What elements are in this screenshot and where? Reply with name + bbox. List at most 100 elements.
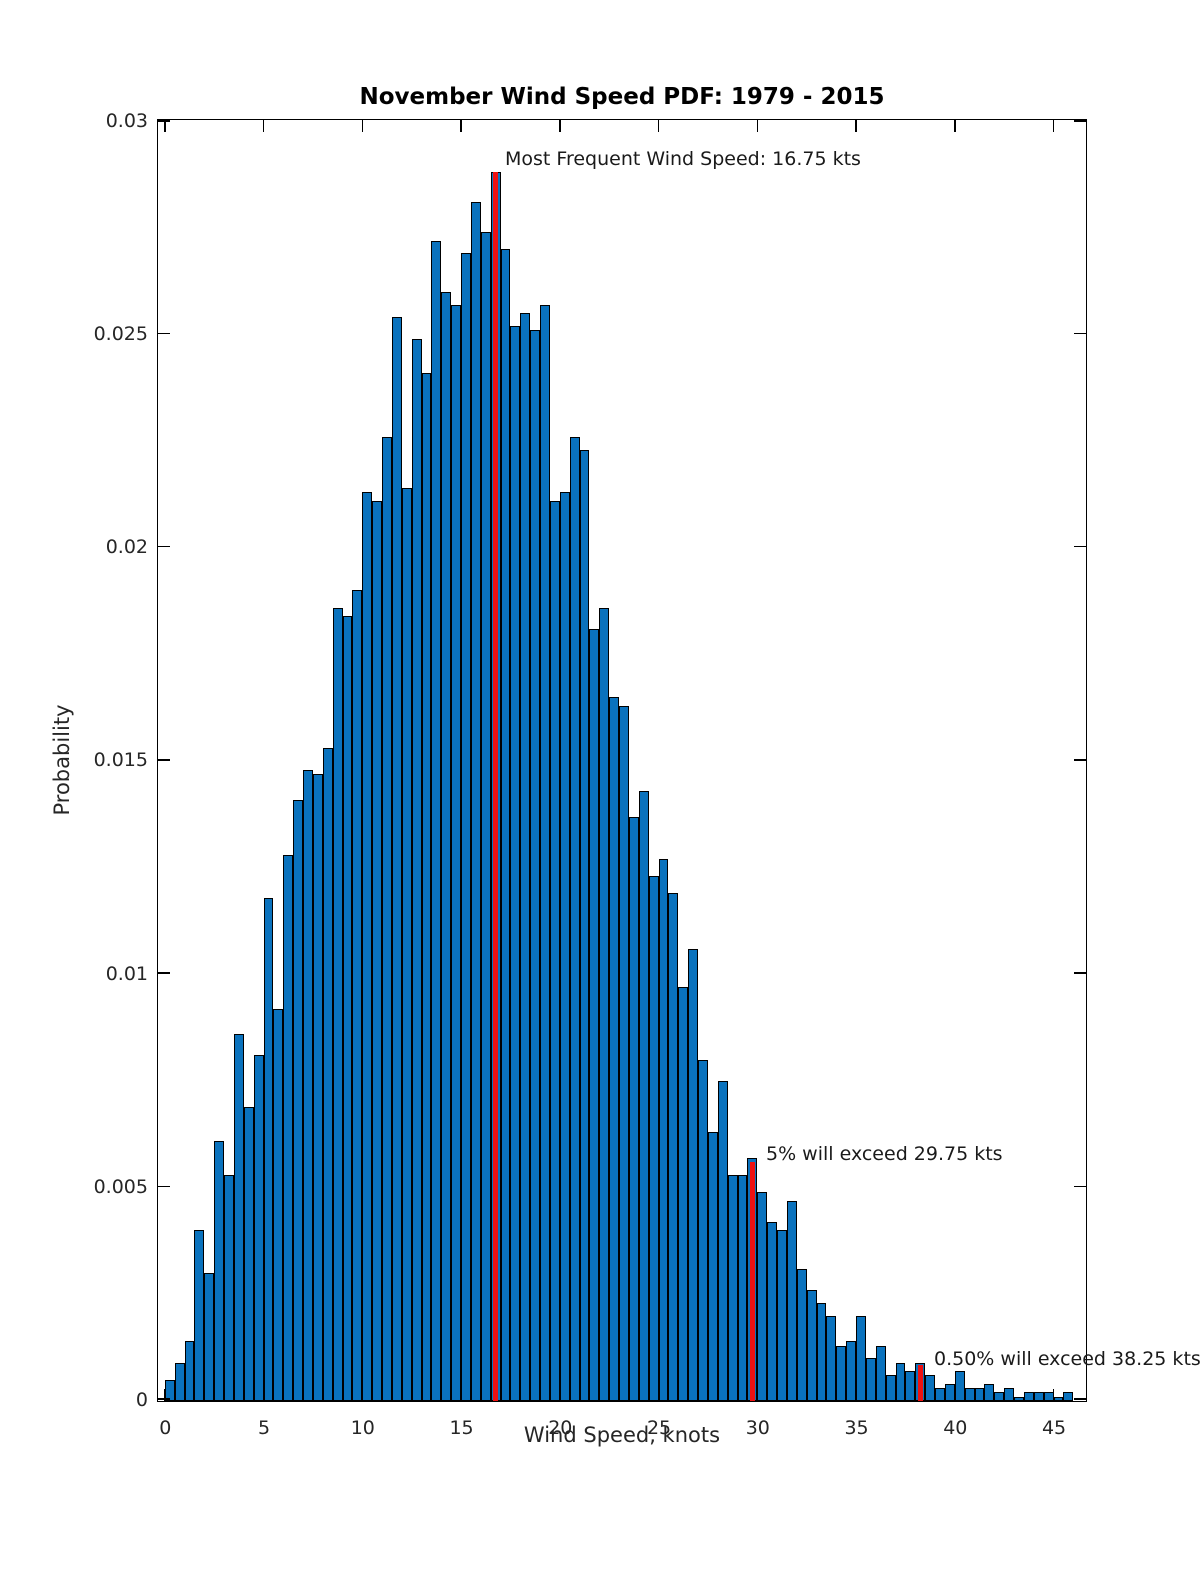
histogram-bar [559,492,570,1401]
histogram-bar [352,590,363,1401]
y-axis-tick [158,545,170,548]
histogram-bar [214,1140,225,1401]
histogram-bar [816,1302,827,1401]
histogram-bar [293,799,304,1401]
histogram-bar [194,1230,205,1401]
histogram-bar [391,317,402,1401]
histogram-bar [1033,1392,1044,1401]
y-axis-tick-label: 0.02 [105,536,148,559]
histogram-bar [954,1371,965,1401]
histogram-bar [470,202,481,1401]
histogram-bar [688,948,699,1401]
histogram-bar [698,1059,708,1401]
x-axis-tick [855,1389,857,1401]
histogram-bar [1004,1388,1015,1401]
histogram-bar [283,854,294,1401]
marker-line-16.75 [493,172,499,1401]
histogram-bar [224,1174,234,1401]
histogram-bar [401,488,412,1401]
histogram-bar [925,1375,936,1401]
x-axis-tick [657,1389,660,1401]
histogram-bar [263,897,274,1401]
histogram-bar [480,232,491,1401]
histogram-bar [441,291,452,1401]
annotation-5-percent-exceed: 5% will exceed 29.75 kts [766,1143,1003,1165]
histogram-bar [599,607,610,1401]
histogram-bar [737,1174,748,1401]
y-axis-tick [1074,545,1086,548]
y-axis-tick [158,120,170,122]
histogram-bar [707,1132,718,1401]
y-axis-tick [158,972,170,974]
histogram-bar [658,859,669,1401]
annotation-most-frequent: Most Frequent Wind Speed: 16.75 kts [505,148,861,170]
histogram-bar [243,1106,254,1401]
histogram-bar [767,1221,778,1401]
histogram-bar [796,1268,807,1401]
x-axis-tick-label: 25 [646,1417,672,1439]
histogram-bar [520,313,531,1401]
histogram-bar [638,790,649,1401]
x-axis-tick [1052,1389,1055,1401]
histogram-bar [777,1230,787,1401]
plot-area [157,119,1087,1402]
y-axis-tick [158,332,170,335]
histogram-bar [905,1371,916,1401]
histogram-bar [569,436,580,1401]
histogram-bar [372,500,383,1401]
x-axis-tick [855,120,857,132]
x-axis-tick [954,1389,956,1401]
x-axis-tick [460,120,462,132]
histogram-bar [609,697,620,1401]
marker-line-38.25 [917,1364,923,1401]
histogram-bar [540,304,550,1401]
x-axis-tick [262,120,265,132]
y-axis-tick [158,1398,170,1400]
x-axis-tick [559,120,561,132]
histogram-bar [362,492,373,1401]
y-axis-tick [1074,972,1086,974]
histogram-bar [1014,1396,1024,1401]
histogram-bar [964,1388,975,1401]
histogram-bar [342,616,353,1401]
histogram-bar [846,1341,857,1401]
y-axis-tick [1074,759,1086,761]
x-axis-tick [361,120,364,132]
x-axis-tick [756,1389,759,1401]
x-axis-tick-label: 45 [1041,1417,1067,1439]
x-axis-tick-label: 0 [159,1417,172,1439]
histogram-bar [332,607,343,1401]
x-axis-tick [262,1389,265,1401]
x-axis-tick-label: 30 [745,1417,770,1439]
histogram-bar [885,1375,896,1401]
annotation-half-percent-exceed: 0.50% will exceed 38.25 kts [934,1348,1200,1370]
histogram-bar [757,1191,768,1401]
x-axis-tick-label: 5 [258,1417,271,1439]
histogram-bar [253,1055,264,1401]
histogram-bar [806,1290,817,1401]
y-axis-tick [158,759,170,761]
histogram-bar [974,1388,985,1401]
histogram-bar [984,1383,995,1401]
x-axis-tick-label: 35 [844,1417,869,1439]
x-axis-label: Wind Speed, knots [523,1423,721,1447]
x-axis-tick-label: 40 [943,1417,968,1439]
x-axis-tick [164,120,166,132]
y-axis-tick-label: 0.03 [105,109,148,132]
histogram-bar [1053,1396,1064,1401]
y-axis-tick [1074,1398,1086,1400]
chart-title: November Wind Speed PDF: 1979 - 2015 [359,84,885,110]
histogram-bar [619,705,629,1401]
histogram-bar [431,240,442,1401]
histogram-bar [648,876,659,1401]
x-axis-tick [164,1389,166,1401]
histogram-bar [589,628,600,1401]
histogram-bar [856,1315,866,1401]
histogram-bar [530,330,541,1401]
y-axis-tick [1074,1185,1086,1188]
x-axis-tick-label: 10 [350,1417,375,1439]
histogram-bar [717,1081,728,1401]
histogram-bar [322,748,333,1401]
histogram-bar [303,769,313,1401]
